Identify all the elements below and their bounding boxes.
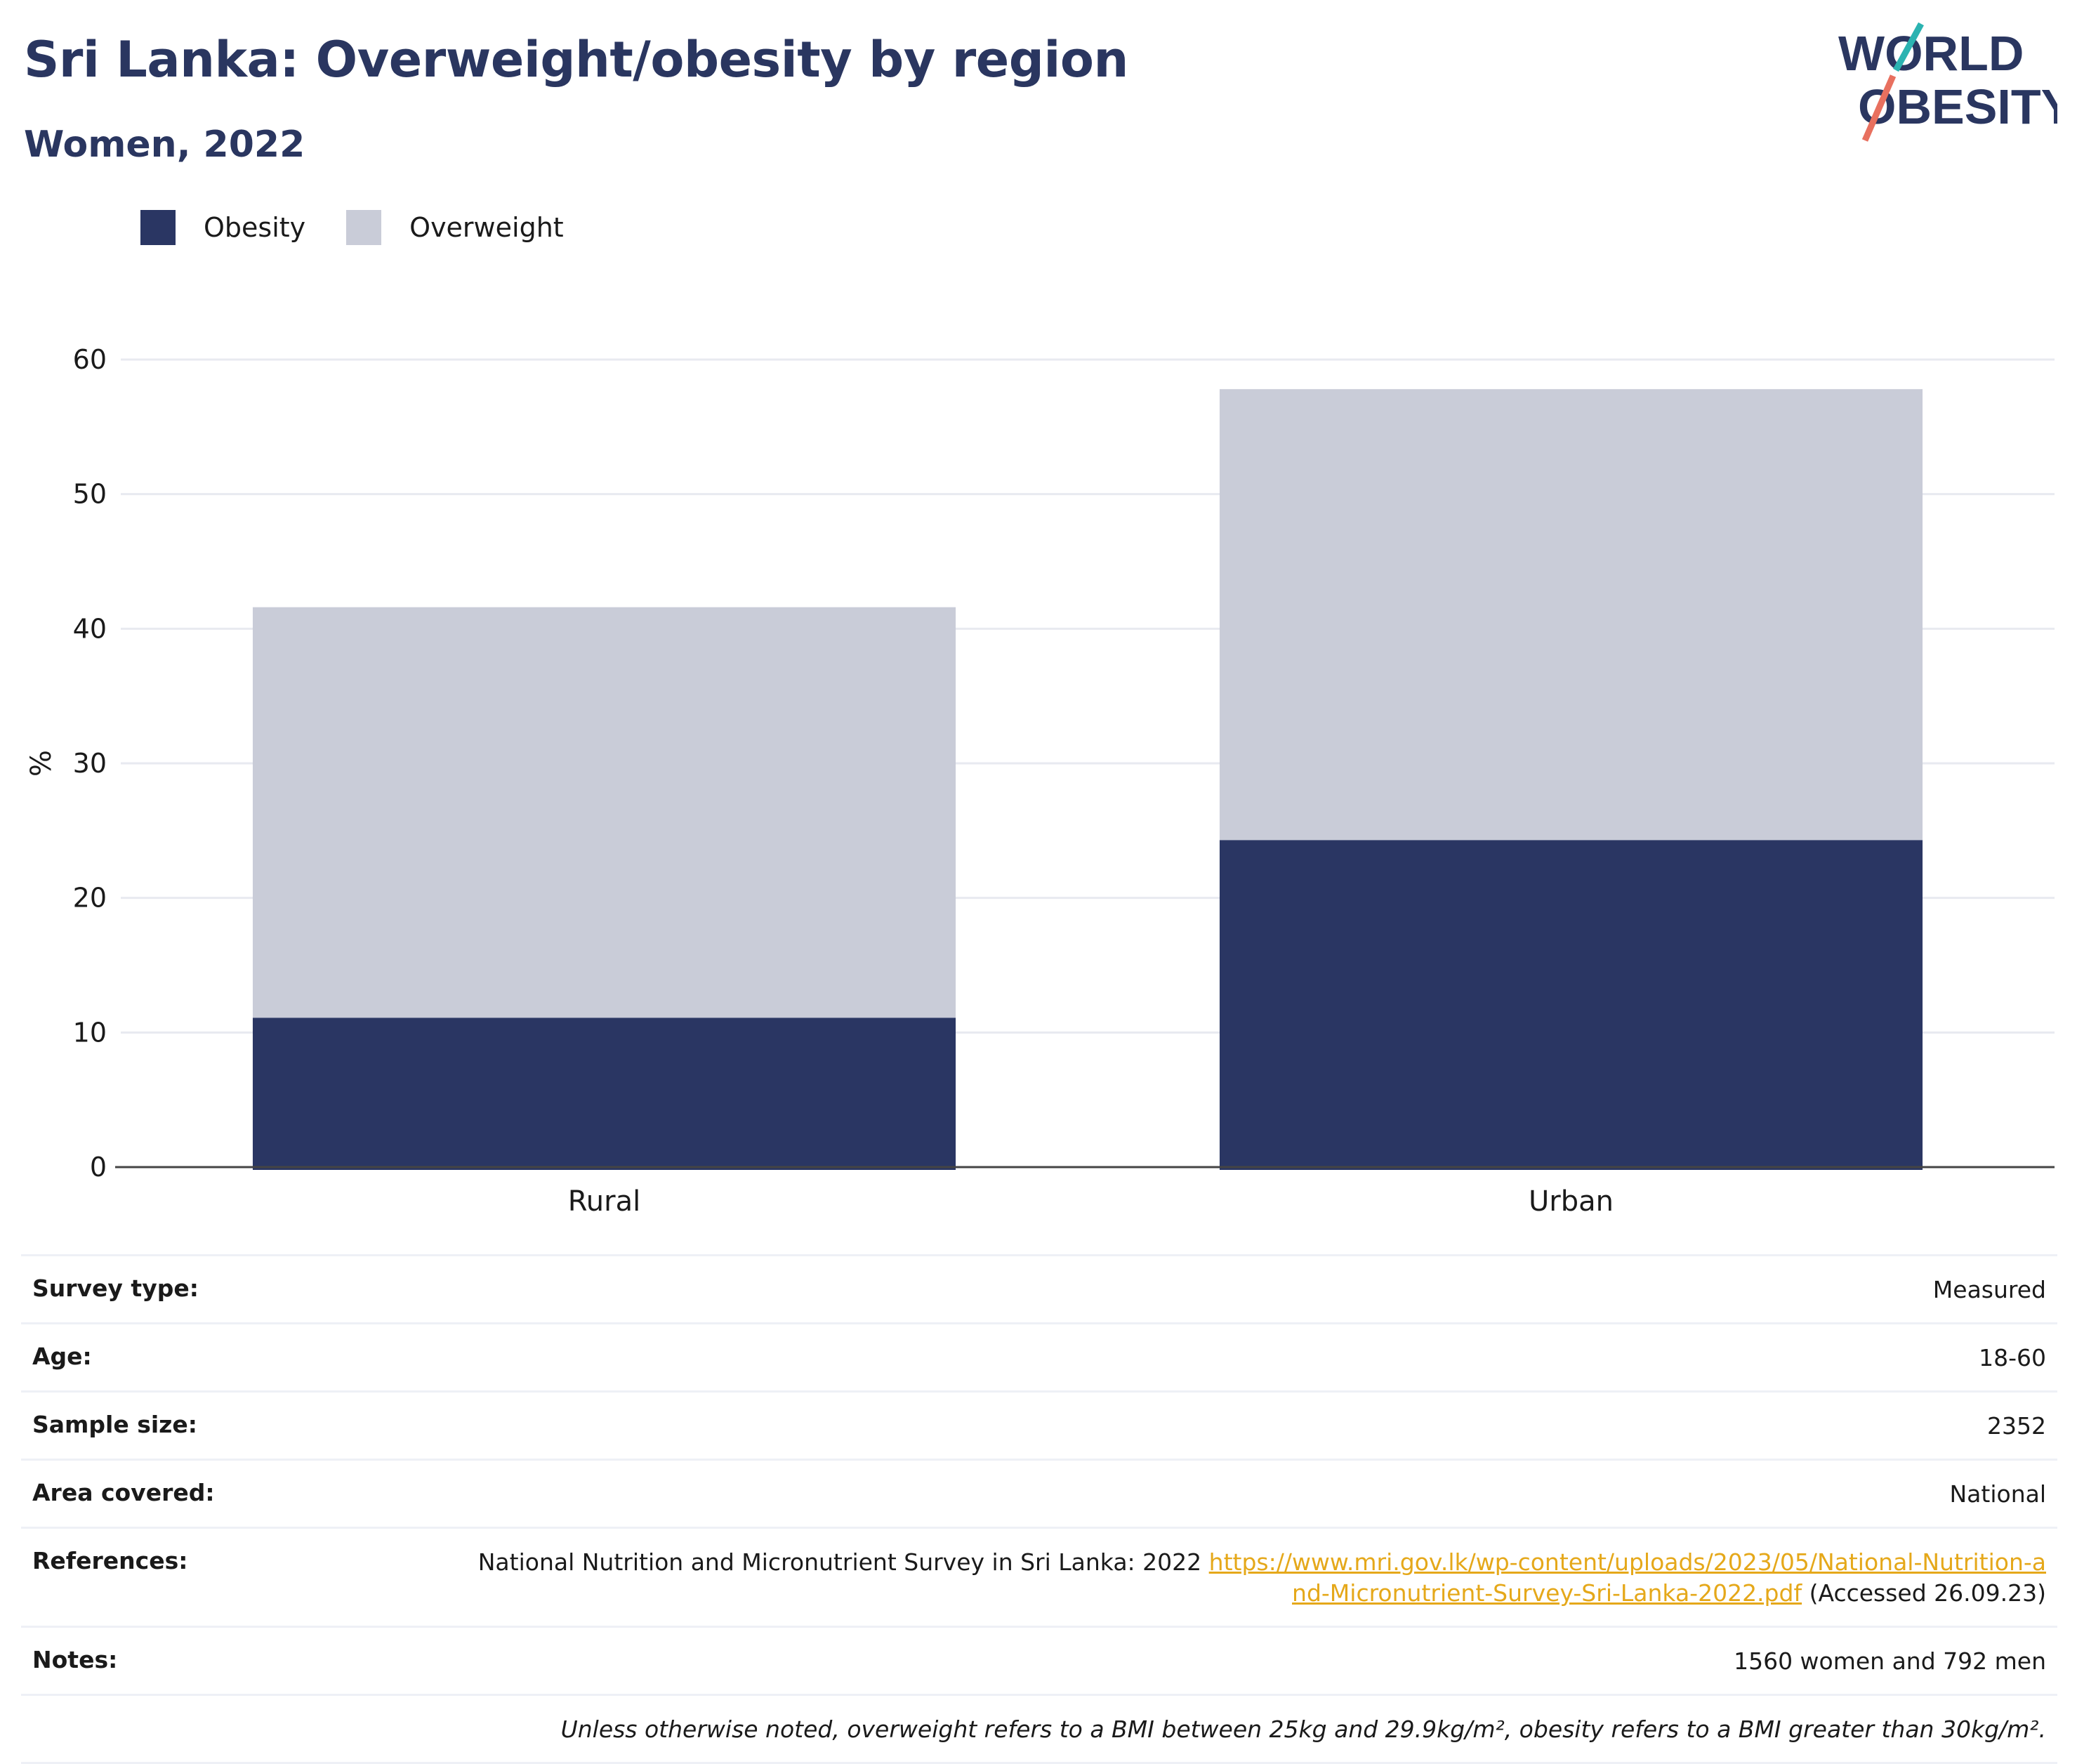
y-tick-label: 0 bbox=[90, 1152, 107, 1183]
legend-item-obesity[interactable]: Obesity bbox=[140, 210, 305, 245]
bar-overweight-rural bbox=[252, 607, 956, 1018]
references-link[interactable]: https://www.mri.gov.lk/wp-content/upload… bbox=[1208, 1548, 2046, 1607]
y-tick-label: 40 bbox=[73, 613, 107, 644]
x-tick-label: Rural bbox=[568, 1185, 640, 1218]
notes-label: Notes: bbox=[32, 1646, 118, 1673]
info-row-notes: Notes: 1560 women and 792 men bbox=[21, 1628, 2057, 1696]
chart-legend: Obesity Overweight bbox=[140, 209, 605, 246]
info-row-age: Age: 18-60 bbox=[21, 1324, 2057, 1393]
references-label: References: bbox=[32, 1547, 188, 1574]
y-tick-label: 20 bbox=[73, 883, 107, 914]
survey-info-table: Survey type: Measured Age: 18-60 Sample … bbox=[21, 1254, 2057, 1764]
references-text: National Nutrition and Micronutrient Sur… bbox=[477, 1548, 1202, 1576]
bar-overweight-urban bbox=[1219, 389, 1923, 841]
bmi-footnote: Unless otherwise noted, overweight refer… bbox=[560, 1716, 2046, 1743]
legend-swatch-obesity bbox=[140, 210, 176, 245]
logo-coral-slash bbox=[1861, 74, 1897, 142]
chart-subtitle: Women, 2022 bbox=[24, 124, 305, 166]
legend-swatch-overweight bbox=[346, 210, 382, 245]
stacked-bar-chart: 0 10 20 30 40 50 60% Rural Urban bbox=[25, 344, 2055, 1218]
y-tick-label: 30 bbox=[73, 748, 107, 779]
legend-label-obesity: Obesity bbox=[204, 212, 306, 243]
bar-obesity-urban bbox=[1219, 840, 1923, 1170]
logo-world-text: WORLD bbox=[1838, 26, 2024, 81]
notes-value: 1560 women and 792 men bbox=[1734, 1647, 2046, 1675]
sample-size-value: 2352 bbox=[1987, 1412, 2046, 1440]
bar-obesity-rural bbox=[252, 1018, 956, 1170]
y-tick-label: 50 bbox=[73, 479, 107, 510]
y-tick-label: 60 bbox=[73, 344, 107, 375]
survey-type-value: Measured bbox=[1932, 1276, 2046, 1303]
y-tick-label: 10 bbox=[73, 1017, 107, 1048]
references-value: National Nutrition and Micronutrient Sur… bbox=[473, 1547, 2046, 1609]
area-covered-value: National bbox=[1949, 1480, 2046, 1508]
info-row-references: References: National Nutrition and Micro… bbox=[21, 1529, 2057, 1628]
age-value: 18-60 bbox=[1979, 1344, 2046, 1371]
info-row-area: Area covered: National bbox=[21, 1461, 2057, 1529]
x-tick-label: Urban bbox=[1529, 1185, 1614, 1218]
y-axis-label: % bbox=[25, 750, 58, 777]
sample-size-label: Sample size: bbox=[32, 1411, 197, 1438]
legend-item-overweight[interactable]: Overweight bbox=[346, 210, 564, 245]
age-label: Age: bbox=[32, 1343, 92, 1370]
info-row-sample-size: Sample size: 2352 bbox=[21, 1393, 2057, 1461]
info-row-survey-type: Survey type: Measured bbox=[21, 1254, 2057, 1324]
references-accessed: (Accessed 26.09.23) bbox=[1809, 1579, 2046, 1607]
logo-obesity-text: OBESITY bbox=[1858, 79, 2057, 134]
info-row-footnote: Unless otherwise noted, overweight refer… bbox=[21, 1696, 2057, 1764]
chart-title: Sri Lanka: Overweight/obesity by region bbox=[24, 31, 1128, 88]
world-obesity-logo: WORLD OBESITY bbox=[1838, 22, 2057, 142]
survey-type-label: Survey type: bbox=[32, 1275, 199, 1302]
logo-teal-slash bbox=[1893, 22, 1924, 72]
legend-label-overweight: Overweight bbox=[409, 212, 564, 243]
area-covered-label: Area covered: bbox=[32, 1479, 215, 1506]
